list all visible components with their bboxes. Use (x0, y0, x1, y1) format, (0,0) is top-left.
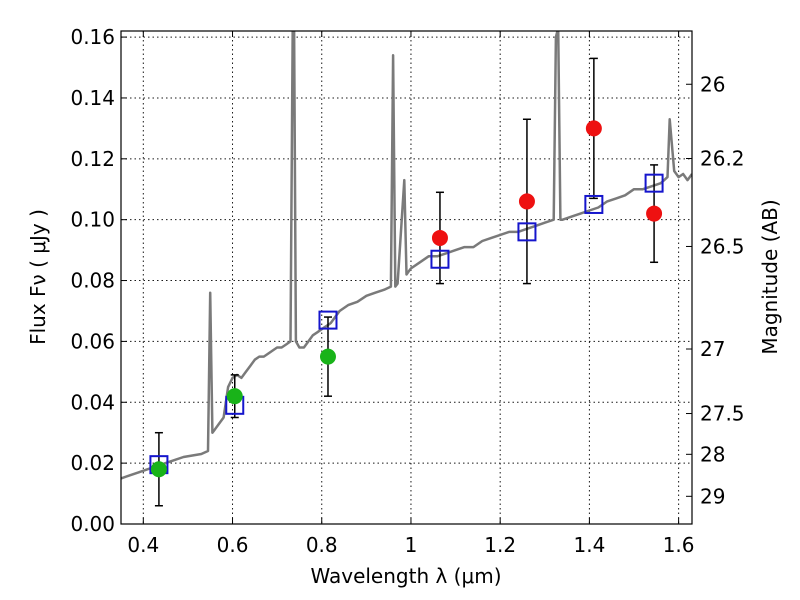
y-tick-label: 0.16 (70, 25, 115, 49)
x-tick-label: 0.6 (217, 533, 249, 557)
y2-axis-label: Magnitude (AB) (758, 199, 782, 354)
y2-tick-label: 29 (700, 484, 725, 508)
y-tick-label: 0.00 (70, 512, 115, 536)
y2-tick-label: 26.5 (700, 234, 745, 258)
y-tick-label: 0.02 (70, 451, 115, 475)
x-tick-label: 1.2 (484, 533, 516, 557)
y2-tick-label: 28 (700, 442, 725, 466)
y-axis-label: Flux Fν ( μJy ) (26, 209, 50, 345)
observed-flux-point (319, 348, 336, 365)
y-tick-label: 0.12 (70, 147, 115, 171)
y2-tick-label: 26 (700, 72, 725, 96)
plot-frame (120, 30, 693, 525)
model-photometry-point (430, 249, 450, 269)
x-tick-label: 1.6 (663, 533, 695, 557)
observed-flux-point (431, 229, 448, 246)
y-tick-label: 0.06 (70, 329, 115, 353)
y2-tick-label: 27 (700, 337, 725, 361)
model-photometry-point (318, 310, 338, 330)
x-tick-label: 0.4 (127, 533, 159, 557)
model-photometry-point (644, 173, 664, 193)
grid (121, 31, 692, 525)
y-tick-label: 0.14 (70, 86, 115, 110)
model-spectrum-line (121, 31, 692, 480)
x-tick-label: 0.8 (306, 533, 338, 557)
y-tick-label: 0.10 (70, 208, 115, 232)
model-photometry-point (517, 222, 537, 242)
y-tick-label: 0.04 (70, 390, 115, 414)
axis-ticks: 0.4 0.6 0.8 1 1.2 1.4 1.6 0.00 0.02 0.04 0.06 0.08 0… (70, 25, 744, 557)
y2-tick-label: 27.5 (700, 402, 745, 426)
x-tick-label: 1 (405, 533, 418, 557)
observed-flux-point (646, 205, 663, 222)
y2-tick-label: 26.2 (700, 147, 745, 171)
observed-flux-point (585, 120, 602, 137)
observed-flux-point (150, 461, 167, 478)
x-tick-label: 1.4 (573, 533, 605, 557)
observed-flux-point (226, 388, 243, 405)
plot-area (121, 31, 692, 507)
x-axis-label: Wavelength λ (μm) (310, 564, 501, 588)
observed-flux-point (518, 193, 535, 210)
model-photometry-point (584, 194, 604, 214)
y-tick-label: 0.08 (70, 269, 115, 293)
